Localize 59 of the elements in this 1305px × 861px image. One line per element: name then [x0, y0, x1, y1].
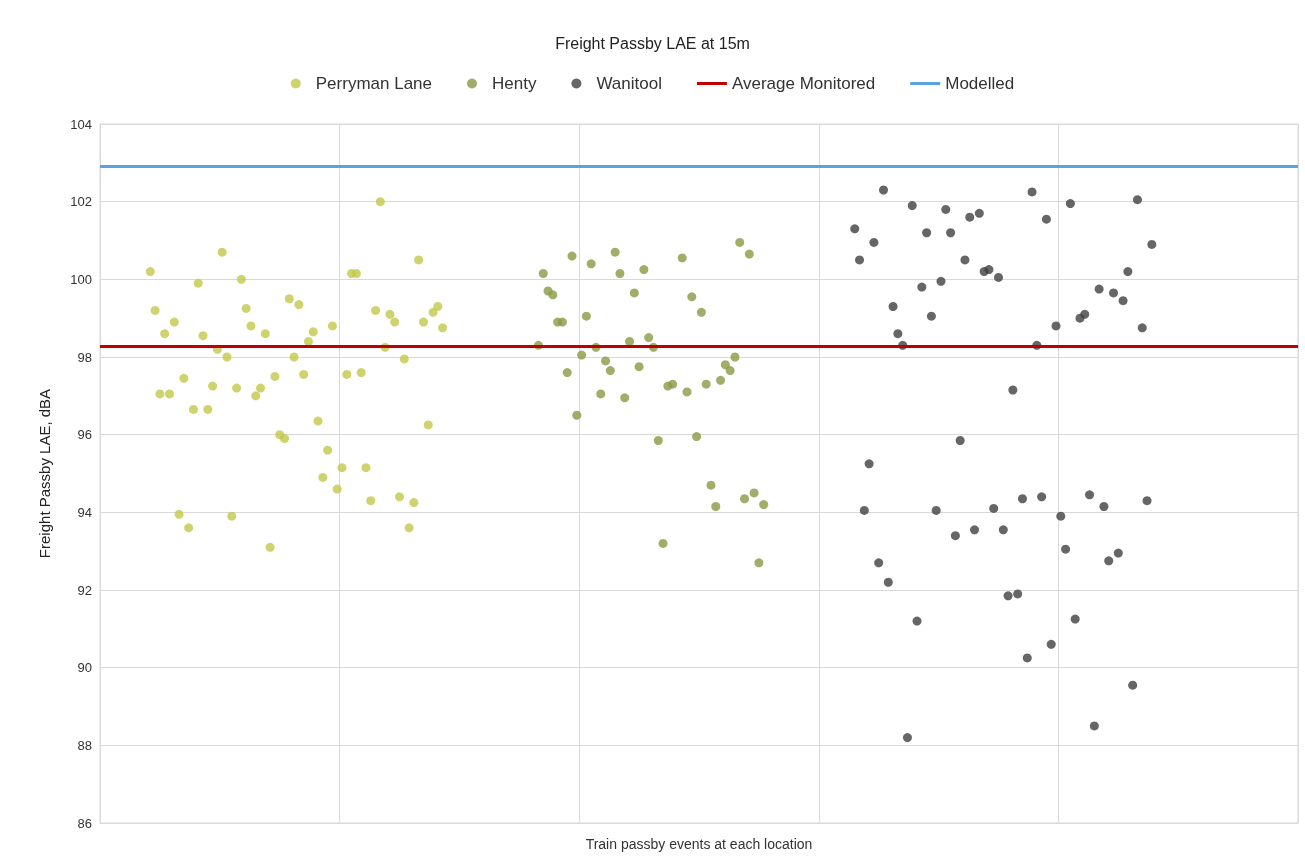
y-tick-label: 102 — [70, 194, 92, 210]
point — [620, 393, 630, 403]
point — [562, 368, 572, 378]
point — [581, 311, 591, 321]
point — [668, 379, 678, 389]
x-axis-title: Train passby events at each location — [585, 836, 813, 852]
point — [740, 494, 750, 504]
point — [586, 259, 596, 269]
y-tick-label: 94 — [77, 504, 92, 520]
point — [615, 269, 625, 279]
y-tick-label: 98 — [77, 349, 92, 365]
legend-label: Perryman Lane — [315, 74, 432, 93]
y-tick-label: 96 — [77, 427, 92, 443]
point — [692, 432, 702, 442]
point — [725, 366, 735, 376]
point — [730, 352, 740, 362]
point — [744, 249, 754, 259]
y-tick-label: 100 — [70, 271, 92, 287]
point — [601, 356, 611, 366]
y-tick-label: 86 — [77, 815, 92, 831]
legend-label: Modelled — [945, 74, 1015, 93]
point — [677, 253, 687, 263]
point — [538, 269, 548, 279]
y-axis-title: Freight Passby LAE, dBA — [36, 388, 53, 559]
y-tick-label: 92 — [77, 582, 92, 598]
point — [610, 247, 620, 257]
point — [629, 288, 639, 298]
point — [682, 387, 692, 397]
point — [639, 265, 649, 275]
chart-title: Freight Passby LAE at 15m — [555, 34, 750, 52]
y-tick-label: 88 — [77, 737, 92, 753]
point — [735, 237, 745, 247]
point — [653, 435, 663, 445]
y-tick-label: 104 — [70, 116, 92, 132]
point — [716, 375, 726, 385]
point — [754, 558, 764, 568]
point — [687, 292, 697, 302]
point — [596, 389, 606, 399]
point — [644, 333, 654, 343]
point — [749, 488, 759, 498]
point — [701, 379, 711, 389]
point — [720, 360, 730, 370]
point — [634, 362, 644, 372]
point — [711, 502, 721, 512]
point — [577, 350, 587, 360]
point — [759, 500, 769, 510]
point — [625, 336, 635, 346]
point — [572, 410, 582, 420]
legend-label: Henty — [492, 74, 537, 93]
point — [557, 317, 567, 327]
point — [696, 307, 706, 317]
legend-label: Wanitool — [596, 74, 662, 93]
point — [605, 366, 615, 376]
point — [658, 538, 668, 548]
y-tick-label: 90 — [77, 660, 92, 676]
point — [706, 480, 716, 490]
legend-label: Average Monitored — [731, 74, 876, 93]
point — [567, 251, 577, 261]
point — [548, 290, 558, 300]
